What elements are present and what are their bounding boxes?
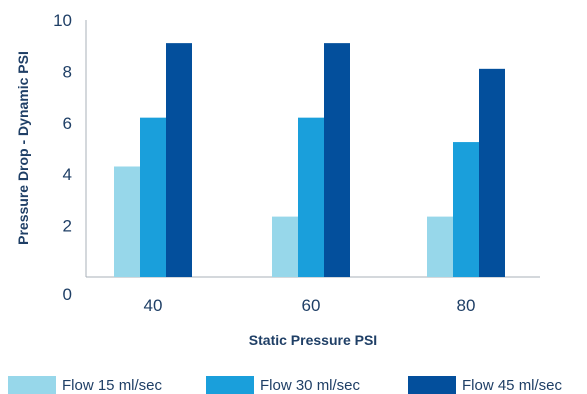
x-axis-title: Static Pressure PSI [249, 332, 377, 348]
bar [114, 166, 140, 277]
y-tick-label: 8 [63, 62, 72, 81]
y-tick-label: 6 [63, 114, 72, 133]
bar [479, 68, 505, 277]
y-tick-label: 2 [63, 217, 72, 236]
bar [324, 43, 350, 277]
legend: Flow 15 ml/sec Flow 30 ml/sec Flow 45 ml/s… [8, 376, 563, 394]
bar [427, 216, 453, 277]
legend-label: Flow 45 ml/sec [462, 377, 563, 394]
legend-swatch [408, 376, 456, 394]
x-tick-label: 60 [302, 296, 321, 315]
bars [114, 43, 505, 277]
legend-label: Flow 30 ml/sec [260, 377, 361, 394]
x-tick-label: 40 [144, 296, 163, 315]
x-tick-labels: 40 60 80 [144, 296, 476, 315]
x-tick-label: 80 [457, 296, 476, 315]
y-tick-label: 0 [63, 285, 72, 304]
y-axis-title: Pressure Drop - Dynamic PSI [15, 51, 31, 245]
y-tick-labels: 0 2 4 6 8 10 [53, 11, 72, 304]
bar [140, 117, 166, 277]
y-tick-label: 4 [63, 165, 72, 184]
legend-swatch [8, 376, 56, 394]
legend-swatch [206, 376, 254, 394]
legend-label: Flow 15 ml/sec [62, 377, 163, 394]
bar [166, 43, 192, 277]
bar [453, 142, 479, 277]
bar [298, 117, 324, 277]
bar [272, 216, 298, 277]
y-tick-label: 10 [53, 11, 72, 30]
